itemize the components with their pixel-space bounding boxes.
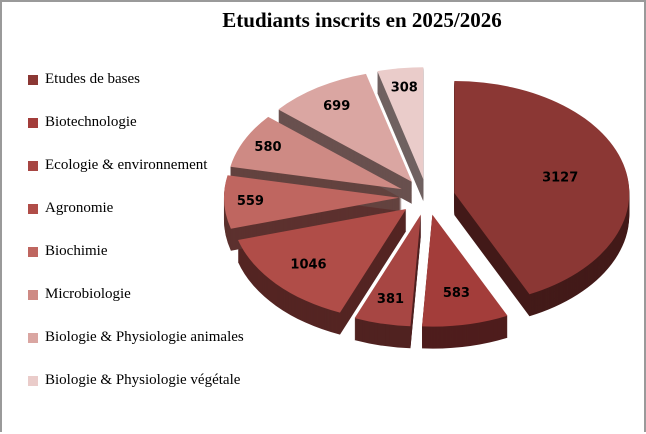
legend-item-biotechnologie: Biotechnologie [28, 101, 258, 144]
legend-label: Etudes de bases [45, 71, 140, 87]
pie-slice-biologie-physiologie-v-g-tale [377, 67, 424, 180]
legend-label: Biologie & Physiologie végétale [45, 372, 241, 388]
chart-title: Etudiants inscrits en 2025/2026 [222, 8, 502, 32]
legend-item-ecologie-environnement: Ecologie & environnement [28, 144, 258, 187]
legend-swatch-icon [28, 332, 38, 343]
legend-swatch-icon [28, 289, 38, 300]
pie-slice-agronomie [238, 208, 407, 313]
pie-slice-biotechnologie [422, 214, 508, 327]
pie-slice-biochimie [224, 175, 400, 229]
pie-slice-value-biologie-physiologie-v-g-tale: 308 [391, 81, 418, 96]
pie-slice-value-etudes-de-bases: 3127 [542, 170, 578, 185]
pie-slice-value-ecologie-environnement: 381 [377, 292, 404, 307]
pie-slice-value-agronomie: 1046 [290, 258, 326, 273]
legend-swatch-icon [28, 246, 38, 257]
legend-label: Biologie & Physiologie animales [45, 329, 244, 345]
legend-swatch-icon [28, 74, 38, 85]
legend-swatch-icon [28, 117, 38, 128]
pie-slice-biologie-physiologie-animales [278, 73, 412, 182]
legend-label: Biochimie [45, 243, 108, 259]
legend-label: Ecologie & environnement [45, 157, 208, 173]
pie-slice-value-biotechnologie: 583 [443, 286, 470, 301]
pie-slice-ecologie-environnement [354, 214, 421, 327]
legend-label: Microbiologie [45, 286, 131, 302]
legend-swatch-icon [28, 375, 38, 386]
legend-item-biochimie: Biochimie [28, 230, 258, 273]
pie-slice-value-microbiologie: 580 [254, 140, 281, 155]
legend-item-etudes-de-bases: Etudes de bases [28, 58, 258, 101]
legend-swatch-icon [28, 203, 38, 214]
pie-slice-value-biochimie: 559 [237, 194, 264, 209]
legend-label: Biotechnologie [45, 114, 137, 130]
chart-legend: Etudes de bases Biotechnologie Ecologie & … [28, 58, 258, 402]
legend-label: Agronomie [45, 200, 114, 216]
legend-swatch-icon [28, 160, 38, 171]
pie-slice-value-biologie-physiologie-animales: 699 [323, 99, 350, 114]
legend-item-microbiologie: Microbiologie [28, 273, 258, 316]
legend-item-biologie-physiologie-animales: Biologie & Physiologie animales [28, 316, 258, 359]
pie-slice-microbiologie [230, 116, 402, 190]
pie-slice-etudes-de-bases [454, 81, 630, 295]
legend-item-biologie-physiologie-v-g-tale: Biologie & Physiologie végétale [28, 359, 258, 402]
legend-item-agronomie: Agronomie [28, 187, 258, 230]
